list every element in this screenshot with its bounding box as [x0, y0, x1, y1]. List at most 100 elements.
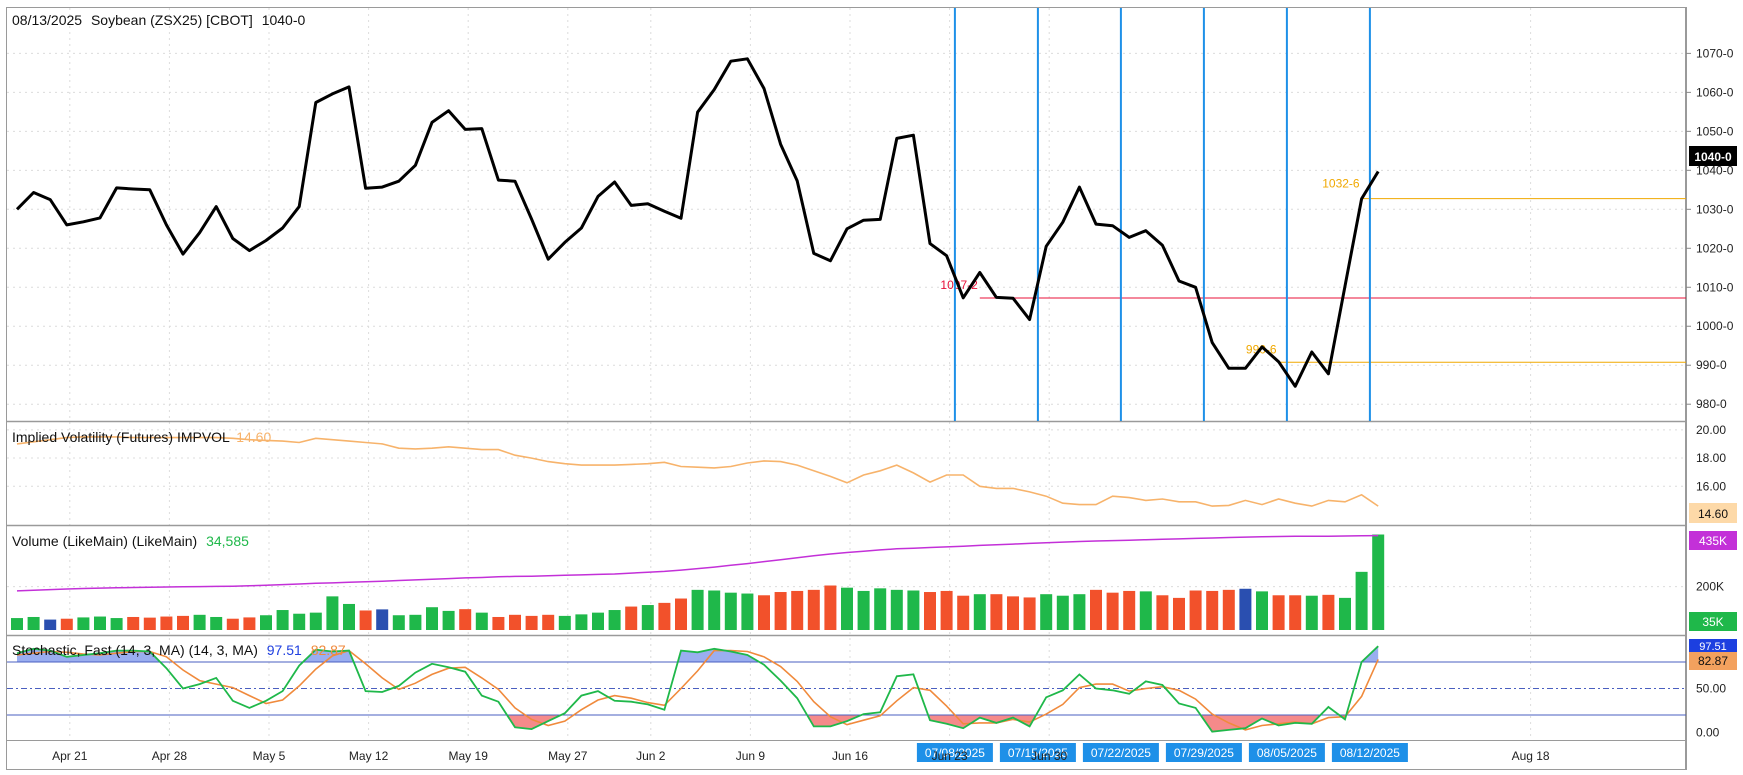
volume-bar	[758, 595, 770, 630]
stoch-d-line	[16, 649, 1379, 731]
stoch-oversold-fill	[1200, 714, 1321, 732]
price-line	[15, 57, 1380, 388]
volume-bar	[293, 613, 306, 630]
axis-layer: Apr 21 Apr 28 May 5 May 12 May 19 May 27 Jun 2…	[52, 46, 1734, 763]
volume-bar	[60, 618, 73, 630]
volume-bar	[143, 617, 156, 630]
volume-value-tag: 35K	[1689, 612, 1737, 631]
header-date: 08/13/2025	[12, 12, 82, 28]
volume-bar	[392, 615, 405, 630]
price-tick-label: 980-0	[1696, 397, 1727, 411]
price-tick-label: 990-0	[1696, 358, 1727, 372]
stoch-d-tag: 82.87	[1689, 652, 1737, 670]
volume-bar	[459, 609, 472, 630]
svg-text:35K: 35K	[1702, 615, 1723, 629]
header-last-price: 1040-0	[262, 12, 306, 28]
volume-bar	[542, 614, 555, 630]
volume-bar	[44, 619, 57, 630]
volume-bar	[1173, 597, 1185, 630]
cycle-lines-layer: 07/08/2025 07/15/2025 07/22/2025 07/29/2025…	[916, 8, 1408, 762]
x-axis-label: Jun 23	[932, 749, 968, 763]
volume-bar	[1272, 595, 1285, 630]
volume-bar	[1139, 591, 1152, 630]
volume-bar	[807, 589, 820, 630]
volume-bar	[1322, 594, 1335, 630]
cycle-date-label: 07/15/2025	[1008, 746, 1068, 760]
volume-bar	[658, 602, 671, 630]
volume-bar	[343, 603, 355, 630]
volume-bar	[1106, 592, 1119, 630]
volume-bar	[990, 594, 1003, 630]
volume-bar	[708, 590, 721, 630]
volume-bar	[1222, 589, 1235, 630]
svg-text:1040-0: 1040-0	[1694, 150, 1732, 164]
volume-bar	[973, 594, 986, 630]
volume-bar	[592, 612, 604, 630]
volume-bar	[641, 605, 654, 630]
volume-bar	[940, 590, 953, 630]
grid-layer	[7, 8, 1686, 740]
volume-bar	[475, 612, 488, 630]
volume-bar	[841, 587, 853, 630]
iv-value: 14.60	[236, 429, 271, 445]
volume-bar	[359, 610, 372, 630]
volume-bar	[276, 610, 289, 630]
volume-bar	[193, 614, 206, 630]
stoch-panel-header: Stochastic, Fast (14, 3, MA) (14, 3, MA)…	[12, 642, 346, 658]
volume-panel-header: Volume (LikeMain) (LikeMain) 34,585	[12, 533, 249, 549]
stoch-d-value: 82.87	[311, 642, 346, 658]
volume-bar	[1289, 595, 1302, 630]
x-axis-label: Aug 18	[1512, 749, 1550, 763]
volume-bar	[874, 588, 887, 630]
implied-volatility-layer	[16, 436, 1379, 507]
volume-bar	[177, 615, 189, 630]
volume-bar	[94, 616, 106, 630]
volume-bar	[625, 606, 638, 630]
volume-bar	[442, 610, 455, 630]
volume-bar	[260, 615, 272, 630]
iv-tick-label: 20.00	[1696, 423, 1726, 437]
iv-value-tag: 14.60	[1689, 503, 1737, 523]
volume-bar	[741, 593, 754, 630]
volume-bar	[1239, 588, 1252, 630]
volume-bar	[957, 595, 970, 630]
cycle-date-label: 08/05/2025	[1257, 746, 1317, 760]
price-tick-label: 1040-0	[1696, 163, 1734, 177]
cycle-date-tag	[1165, 743, 1242, 762]
volume-bar	[691, 589, 704, 630]
x-axis-label: Apr 28	[152, 749, 188, 763]
price-tick-label: 1030-0	[1696, 202, 1734, 216]
svg-text:97.51: 97.51	[1699, 641, 1727, 653]
stoch-k-tag: 97.51	[1689, 639, 1737, 653]
volume-value: 34,585	[206, 533, 249, 549]
volume-bar	[376, 609, 389, 630]
cycle-date-tag	[916, 743, 993, 762]
last-price-tag: 1040-0	[1689, 146, 1737, 166]
stoch-k-value: 97.51	[267, 642, 302, 658]
volume-bar	[1206, 590, 1219, 630]
stoch-k-line	[16, 645, 1379, 733]
svg-text:82.87: 82.87	[1698, 654, 1728, 668]
volume-bar	[1073, 594, 1086, 630]
volume-bar	[409, 614, 422, 630]
iv-tick-label: 16.00	[1696, 479, 1726, 493]
x-axis-label: Jun 2	[636, 749, 666, 763]
volume-bar	[774, 592, 787, 630]
stochastic-layer	[7, 645, 1686, 733]
volume-bar	[1040, 594, 1053, 630]
level-label-top: 1032-6	[1322, 177, 1360, 191]
price-tick-label: 1060-0	[1696, 85, 1734, 99]
cycle-date-label: 07/22/2025	[1091, 746, 1151, 760]
volume-bar	[11, 618, 23, 630]
volume-bar	[509, 614, 521, 630]
volume-bar	[77, 617, 90, 630]
volume-bar	[243, 617, 256, 630]
chart-frame	[6, 7, 1686, 770]
volume-bar	[210, 616, 223, 630]
volume-bar	[1256, 591, 1268, 630]
volume-bar	[1305, 595, 1318, 630]
volume-bar	[608, 610, 621, 630]
cycle-date-label: 07/29/2025	[1174, 746, 1234, 760]
x-axis-label: Jun 30	[1031, 749, 1067, 763]
